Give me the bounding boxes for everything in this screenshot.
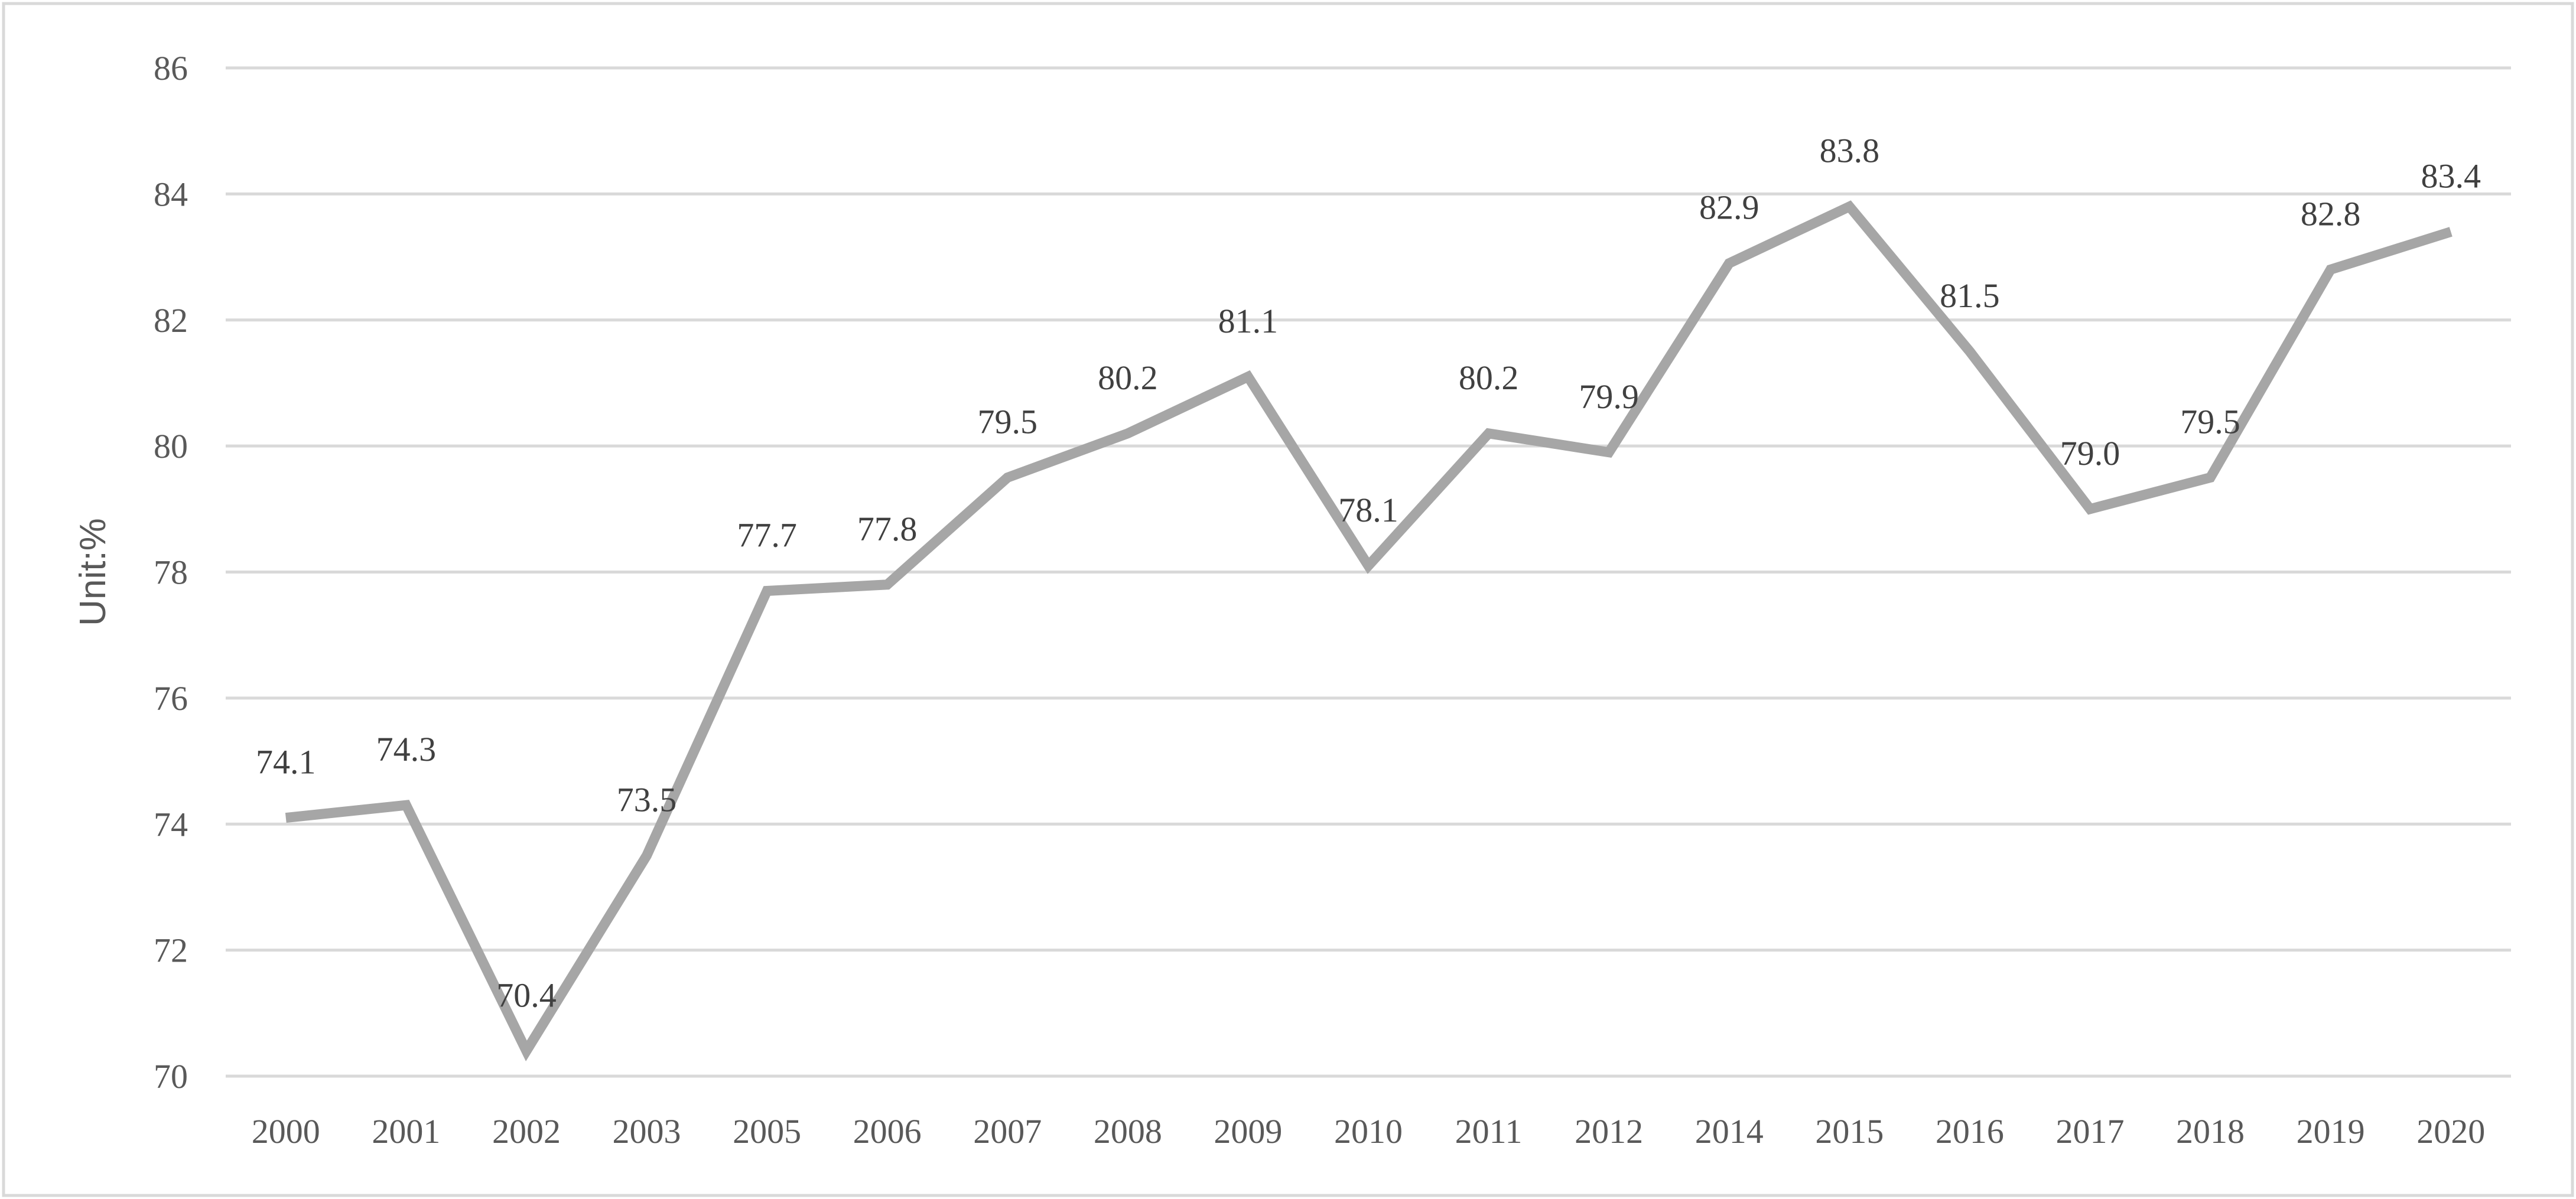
- x-tick-2020: 2020: [2416, 1112, 2485, 1151]
- x-tick-2012: 2012: [1575, 1112, 1643, 1151]
- x-tick-2014: 2014: [1695, 1112, 1764, 1151]
- x-tick-2002: 2002: [492, 1112, 561, 1151]
- data-label-2003: 73.5: [617, 781, 677, 819]
- x-tick-2018: 2018: [2176, 1112, 2245, 1151]
- data-label-2016: 81.5: [1940, 276, 2000, 315]
- series-layer: [285, 200, 2453, 1061]
- y-tick-78: 78: [154, 553, 188, 592]
- data-label-2001: 74.3: [376, 730, 437, 768]
- data-label-2008: 80.2: [1098, 359, 1158, 397]
- data-label-2014: 82.9: [1699, 188, 1759, 227]
- data-label-2009: 81.1: [1218, 302, 1279, 340]
- data-label-2019: 82.8: [2301, 194, 2361, 233]
- x-tick-2005: 2005: [733, 1112, 801, 1151]
- data-label-2010: 78.1: [1338, 491, 1398, 529]
- x-tick-2001: 2001: [372, 1112, 440, 1151]
- y-tick-84: 84: [154, 175, 188, 213]
- x-tick-2008: 2008: [1094, 1112, 1162, 1151]
- y-axis-title: Unit:%: [73, 518, 113, 626]
- data-label-2011: 80.2: [1459, 359, 1519, 397]
- data-label-2012: 79.9: [1579, 377, 1639, 416]
- data-label-2007: 79.5: [978, 402, 1038, 441]
- x-tick-2011: 2011: [1455, 1112, 1523, 1151]
- y-tick-80: 80: [154, 427, 188, 465]
- data-label-2000: 74.1: [256, 743, 316, 781]
- x-tick-labels: 2000 2001 2002 2003 2005 2006 2007 2008 2009 2010…: [252, 1112, 2485, 1151]
- x-tick-2017: 2017: [2055, 1112, 2124, 1151]
- y-tick-72: 72: [154, 931, 188, 970]
- data-label-2017: 79.0: [2060, 434, 2120, 473]
- x-tick-2016: 2016: [1936, 1112, 2004, 1151]
- x-tick-2007: 2007: [973, 1112, 1042, 1151]
- x-tick-2003: 2003: [613, 1112, 681, 1151]
- data-label-2015: 83.8: [1820, 132, 1880, 170]
- x-tick-2015: 2015: [1815, 1112, 1884, 1151]
- y-tick-70: 70: [154, 1057, 188, 1096]
- x-tick-2019: 2019: [2297, 1112, 2365, 1151]
- x-tick-2010: 2010: [1334, 1112, 1403, 1151]
- x-tick-2009: 2009: [1214, 1112, 1282, 1151]
- data-labels: 74.1 74.3 70.4 73.5 77.7 77.8 79.5 80.2 81.1 78.1…: [256, 132, 2481, 1015]
- y-tick-74: 74: [154, 805, 188, 843]
- y-tick-76: 76: [154, 679, 188, 718]
- data-label-2018: 79.5: [2180, 402, 2240, 441]
- x-tick-2000: 2000: [252, 1112, 320, 1151]
- series-line: [285, 200, 2453, 1061]
- y-tick-86: 86: [154, 49, 188, 87]
- data-label-2002: 70.4: [496, 976, 557, 1014]
- y-tick-labels: 70 72 74 76 78 80 82 84 86: [154, 49, 188, 1096]
- data-label-2006: 77.8: [857, 510, 918, 548]
- y-tick-82: 82: [154, 301, 188, 340]
- x-tick-2006: 2006: [853, 1112, 922, 1151]
- data-label-2020: 83.4: [2421, 157, 2481, 195]
- data-label-2005: 77.7: [737, 516, 797, 555]
